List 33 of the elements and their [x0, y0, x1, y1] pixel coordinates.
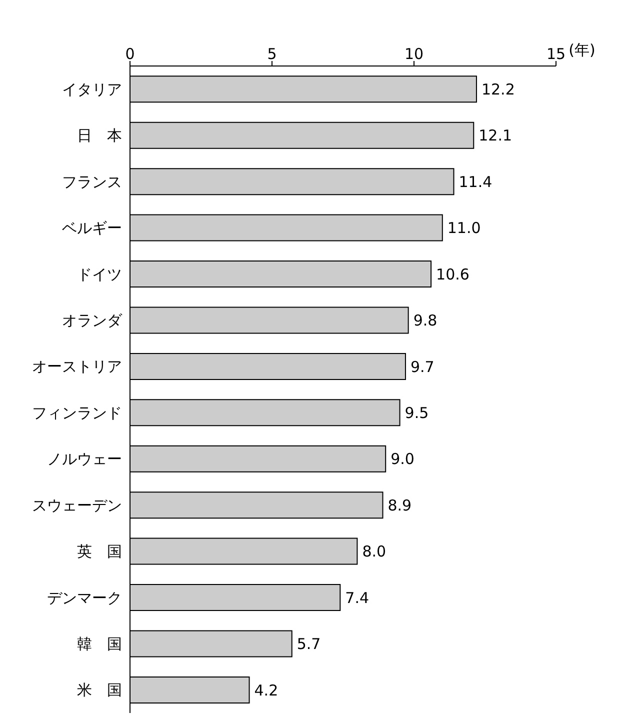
y-tick-label: ベルギー [62, 219, 122, 238]
x-axis-title: (年) [568, 41, 596, 59]
x-tick-label: 5 [267, 45, 277, 63]
data-label: 4.2 [254, 681, 278, 700]
data-label: 9.8 [413, 312, 438, 330]
y-tick-label: デンマーク [47, 588, 122, 607]
data-label: 12.2 [481, 80, 515, 98]
y-tick-label: フランス [62, 172, 122, 191]
y-tick-label: 日 本 [77, 126, 122, 145]
x-tick-label: 10 [404, 45, 424, 63]
y-tick-label: イタリア [62, 80, 122, 98]
y-tick-label: 英 国 [77, 542, 122, 561]
y-tick-label: オーストリア [32, 358, 122, 376]
data-label: 11.0 [447, 219, 481, 238]
y-tick-label: 米 国 [77, 681, 122, 700]
y-tick-label: ノルウェー [47, 450, 122, 468]
y-tick-label: オランダ [62, 312, 123, 330]
y-tick-label: フィンランド [32, 404, 122, 422]
data-label: 9.7 [410, 358, 434, 376]
y-tick-label: スウェーデン [32, 496, 122, 514]
data-label: 9.5 [404, 404, 429, 422]
x-tick-label: 15 [546, 45, 566, 63]
x-tick-label: 0 [125, 45, 135, 63]
y-tick-label: 韓 国 [77, 635, 122, 654]
y-tick-label: ドイツ [77, 265, 122, 284]
data-label: 8.9 [388, 496, 412, 514]
data-label: 10.6 [436, 265, 470, 284]
data-label: 8.0 [362, 542, 386, 561]
data-label: 5.7 [296, 635, 321, 654]
data-label: 11.4 [458, 172, 492, 191]
data-label: 12.1 [478, 126, 512, 145]
data-label: 7.4 [345, 588, 370, 607]
data-label: 9.0 [390, 450, 414, 468]
